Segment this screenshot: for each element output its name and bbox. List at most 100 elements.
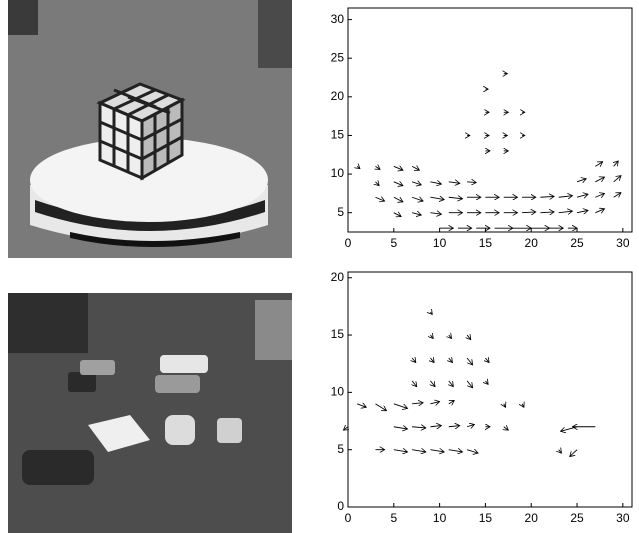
flow-arrow: [522, 404, 524, 407]
y-tick-label: 0: [337, 499, 344, 513]
flow-arrow: [449, 450, 463, 452]
flow-arrow: [412, 358, 416, 363]
figure: 0 5 10 15 20 25 30 5 10 15 20 25 30 0 5 10 15 20 25 30 0 5 10…: [0, 0, 639, 533]
flow-arrow: [540, 196, 554, 197]
flow-arrow: [522, 212, 536, 213]
flow-arrow: [485, 381, 488, 384]
y-tick-label: 30: [331, 12, 345, 26]
flow-arrow: [430, 402, 439, 404]
flow-arrow: [595, 162, 602, 167]
flow-arrow: [357, 166, 360, 168]
y-tick-label: 20: [331, 270, 345, 284]
flow-arrow: [595, 193, 604, 197]
flow-arrow: [540, 212, 554, 213]
flow-arrow: [504, 427, 509, 430]
flow-arrow: [394, 404, 408, 409]
flow-arrow: [559, 450, 562, 453]
flow-arrow: [467, 182, 476, 183]
flow-arrow: [449, 381, 454, 387]
x-tick-label: 30: [616, 236, 630, 250]
flow-arrow: [467, 381, 472, 388]
plot-frame: [348, 8, 632, 232]
flow-arrow: [595, 209, 604, 213]
photo-street: [8, 293, 292, 533]
y-tick-label: 10: [331, 385, 345, 399]
flow-arrow: [412, 381, 417, 387]
x-tick-label: 15: [479, 236, 493, 250]
flow-arrow: [343, 427, 348, 430]
flow-arrow: [570, 450, 577, 457]
flow-arrow: [614, 161, 619, 166]
x-tick-label: 25: [570, 236, 584, 250]
flow-arrow: [430, 182, 441, 184]
flow-arrow: [430, 335, 433, 338]
x-tick-label: 5: [390, 236, 397, 250]
flow-arrow: [577, 210, 588, 212]
x-tick-label: 20: [525, 236, 539, 250]
flow-arrow: [375, 404, 386, 411]
flow-arrow: [357, 404, 366, 407]
flow-arrow: [449, 182, 460, 184]
flow-arrow: [430, 312, 432, 314]
flow-arrow: [412, 427, 426, 428]
flow-arrow: [394, 213, 401, 217]
y-tick-label: 15: [331, 327, 345, 341]
flow-arrow: [412, 450, 426, 452]
flow-arrow: [394, 450, 408, 452]
flow-arrow: [559, 196, 573, 198]
flow-arrow: [449, 358, 453, 363]
flow-arrow: [430, 358, 434, 363]
flow-arrow: [467, 335, 471, 340]
y-tick-label: 5: [337, 442, 344, 456]
flow-arrow: [412, 166, 419, 170]
y-tick-label: 20: [331, 89, 345, 103]
y-tick-label: 5: [337, 205, 344, 219]
flow-arrow: [559, 211, 573, 213]
plot-frame: [348, 272, 632, 507]
flow-arrow: [485, 358, 489, 363]
flow-arrow: [394, 182, 403, 186]
x-tick-label: 25: [570, 511, 584, 525]
flow-arrow: [577, 179, 586, 182]
flow-arrow: [614, 176, 621, 182]
x-tick-label: 10: [433, 511, 447, 525]
flow-arrow: [595, 177, 604, 182]
flow-arrow: [449, 197, 463, 199]
flow-arrow: [394, 427, 408, 429]
flow-arrow: [467, 358, 472, 365]
x-tick-label: 15: [479, 511, 493, 525]
flow-arrow: [430, 213, 441, 215]
flow-arrow: [449, 400, 454, 403]
flow-arrow: [504, 404, 506, 407]
flow-arrow: [394, 197, 403, 202]
y-tick-label: 10: [331, 166, 345, 180]
flow-arrow: [467, 424, 474, 426]
flow-arrow: [430, 381, 435, 387]
quiver-plot: 0 5 10 15 20 25 30 0 5 10 15 20: [331, 270, 632, 525]
flow-arrow: [430, 426, 441, 427]
flow-arrow: [375, 182, 379, 186]
flow-arrow: [467, 450, 478, 453]
flow-arrow: [412, 182, 421, 185]
x-tick-label: 0: [345, 511, 352, 525]
x-tick-label: 30: [616, 511, 630, 525]
flow-arrow: [614, 193, 621, 198]
flow-arrow: [430, 450, 444, 452]
flow-arrow: [449, 335, 452, 338]
x-tick-label: 10: [433, 236, 447, 250]
flow-arrow: [430, 197, 444, 199]
flow-arrow: [577, 194, 588, 197]
flow-arrow: [561, 427, 577, 432]
flow-arrow: [412, 197, 423, 201]
flow-arrow: [394, 166, 403, 170]
flow-arrow: [412, 403, 423, 404]
x-tick-label: 20: [525, 511, 539, 525]
x-tick-label: 5: [390, 511, 397, 525]
y-tick-label: 25: [331, 50, 345, 64]
x-tick-label: 0: [345, 236, 352, 250]
flow-arrow: [449, 426, 460, 427]
flow-arrow: [412, 213, 421, 215]
flow-arrow: [375, 197, 384, 201]
photo-rubik: [8, 0, 292, 258]
